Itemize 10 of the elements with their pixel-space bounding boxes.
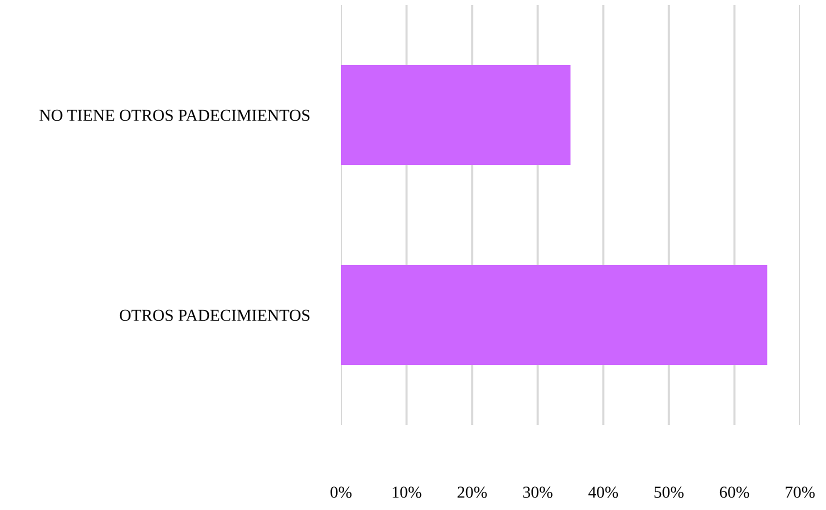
x-tick-label: 40%: [588, 486, 618, 498]
x-tick-label: 50%: [654, 486, 684, 498]
x-tick-label: 30%: [523, 486, 552, 498]
y-tick-label: OTROS PADECIMIENTOS: [120, 310, 310, 321]
x-tick-label: 10%: [392, 486, 422, 498]
x-tick-label: 70%: [786, 486, 815, 498]
y-tick-label: NO TIENE OTROS PADECIMIENTOS: [39, 110, 310, 121]
x-tick-label: 0%: [330, 486, 352, 498]
x-tick-label: 20%: [458, 486, 487, 498]
x-tick-label: 60%: [720, 486, 750, 498]
